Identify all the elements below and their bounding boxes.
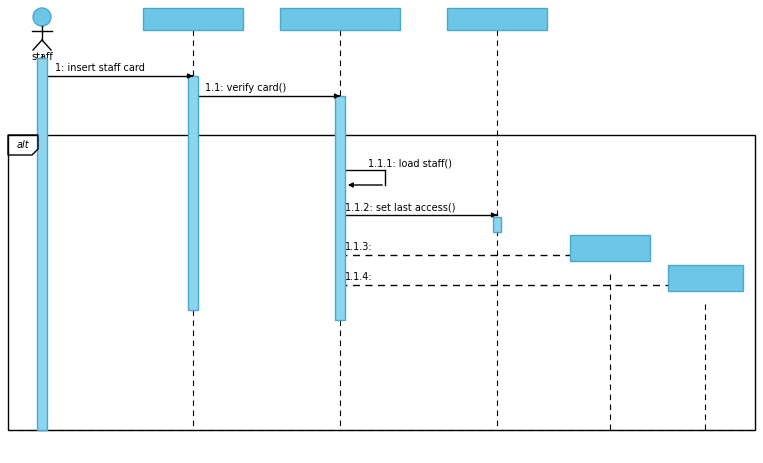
FancyBboxPatch shape xyxy=(570,235,650,261)
Text: : card reader: : card reader xyxy=(162,14,224,24)
FancyBboxPatch shape xyxy=(280,8,400,30)
Text: : access: : access xyxy=(591,243,629,253)
Text: 1.1.3:: 1.1.3: xyxy=(345,242,372,252)
Circle shape xyxy=(33,8,51,26)
Text: : staff card: : staff card xyxy=(471,14,523,24)
FancyBboxPatch shape xyxy=(335,96,345,320)
FancyBboxPatch shape xyxy=(188,76,198,310)
Text: car parking system: car parking system xyxy=(293,14,387,24)
Text: 1.1.2: set last access(): 1.1.2: set last access() xyxy=(345,202,456,212)
FancyBboxPatch shape xyxy=(143,8,243,30)
Text: alt: alt xyxy=(17,140,29,150)
Text: 1.1.4:: 1.1.4: xyxy=(345,272,372,282)
Bar xyxy=(8,135,755,430)
Text: 1: insert staff card: 1: insert staff card xyxy=(55,63,145,73)
FancyBboxPatch shape xyxy=(493,217,501,232)
Text: staff: staff xyxy=(31,52,53,62)
FancyBboxPatch shape xyxy=(37,58,47,430)
Text: 1.1.1: load staff(): 1.1.1: load staff() xyxy=(368,158,452,168)
Text: : signal: : signal xyxy=(687,273,723,283)
FancyBboxPatch shape xyxy=(668,265,742,291)
Text: 1.1: verify card(): 1.1: verify card() xyxy=(205,83,286,93)
FancyBboxPatch shape xyxy=(447,8,547,30)
